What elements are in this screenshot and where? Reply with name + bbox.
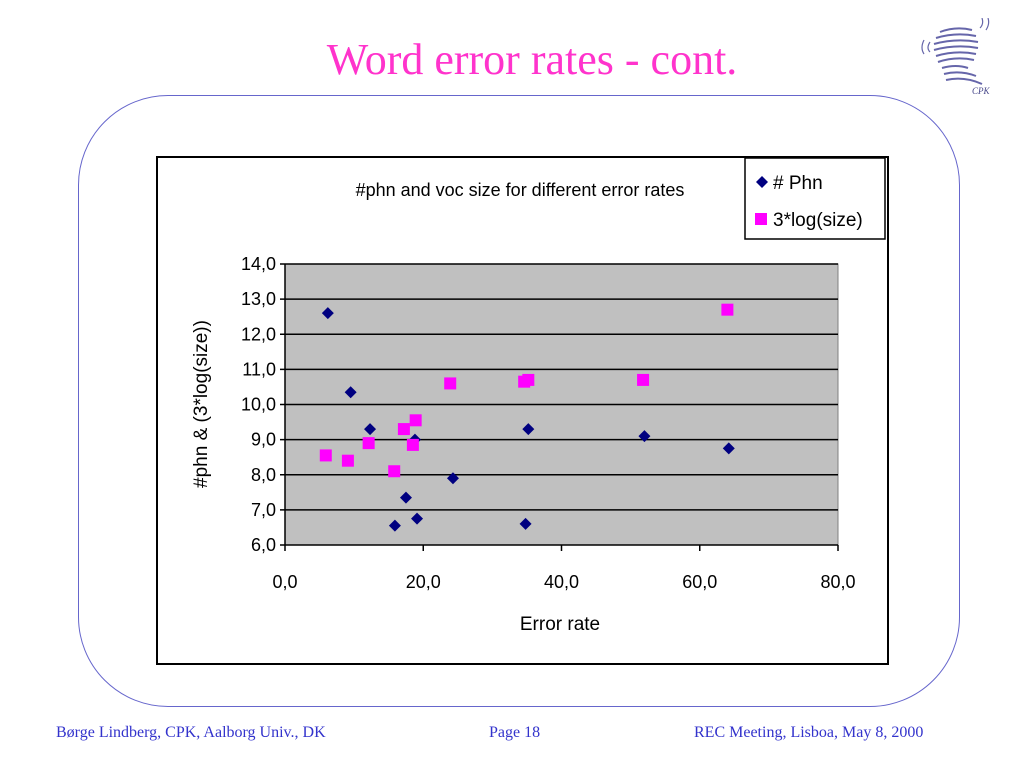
log-size-point <box>637 373 650 386</box>
x-axis-label: Error rate <box>520 614 600 635</box>
legend: # Phn 3*log(size) <box>744 157 886 240</box>
phn-point <box>364 423 377 436</box>
phn-point <box>446 472 459 485</box>
cpk-logo: CPK <box>921 18 991 96</box>
y-tick-label: 14,0 <box>241 254 276 274</box>
log-size-point <box>522 373 535 386</box>
x-tick-label: 60,0 <box>682 572 717 592</box>
y-tick-label: 10,0 <box>241 395 276 415</box>
y-tick-label: 7,0 <box>251 500 276 520</box>
legend-label-phn: # Phn <box>773 173 823 194</box>
content-frame <box>78 95 960 707</box>
axes <box>280 263 839 551</box>
legend-marker-log <box>755 213 767 225</box>
phn-point <box>638 430 651 443</box>
y-tick-label: 13,0 <box>241 289 276 309</box>
log-size-point <box>721 303 734 316</box>
log-size-point <box>397 423 410 436</box>
footer-page-number: Page 18 <box>489 724 541 741</box>
x-tick-label: 40,0 <box>544 572 579 592</box>
y-tick-label: 12,0 <box>241 324 276 344</box>
chart-title: #phn and voc size for different error ra… <box>356 180 685 200</box>
legend-marker-phn <box>756 176 768 188</box>
logo-text: CPK <box>972 86 991 96</box>
phn-point <box>388 519 401 532</box>
footer-event: REC Meeting, Lisboa, May 8, 2000 <box>694 724 924 741</box>
x-tick-labels: 0,0 20,0 40,0 60,0 80,0 <box>272 572 855 592</box>
x-tick-label: 0,0 <box>272 572 297 592</box>
legend-box <box>744 157 886 240</box>
y-tick-label: 8,0 <box>251 465 276 485</box>
phn-point <box>519 517 532 530</box>
log-size-point <box>341 454 354 467</box>
log-size-point <box>388 465 401 478</box>
phn-point <box>399 491 412 504</box>
log-size-point <box>409 414 422 427</box>
phn-point <box>411 512 424 525</box>
gridlines <box>285 263 838 511</box>
phn-point <box>722 442 735 455</box>
phn-point <box>522 423 535 436</box>
log-size-point <box>362 437 375 450</box>
y-tick-label: 9,0 <box>251 430 276 450</box>
log-size-point <box>406 438 419 451</box>
y-axis-label: #phn & (3*log(size)) <box>191 320 212 488</box>
footer-author: Børge Lindberg, CPK, Aalborg Univ., DK <box>56 724 326 741</box>
y-tick-label: 11,0 <box>242 359 276 379</box>
phn-point <box>344 386 357 399</box>
log-size-point <box>444 377 457 390</box>
x-tick-label: 20,0 <box>406 572 441 592</box>
slide-title: Word error rates - cont. <box>326 35 738 84</box>
y-tick-label: 6,0 <box>251 535 276 555</box>
legend-label-log: 3*log(size) <box>773 210 863 231</box>
data-points <box>319 303 735 532</box>
phn-point <box>321 307 334 320</box>
y-tick-labels: 6,0 7,0 8,0 9,0 10,0 11,0 12,0 13,0 14,0 <box>241 254 276 555</box>
log-size-point <box>319 449 332 462</box>
x-tick-label: 80,0 <box>820 572 855 592</box>
